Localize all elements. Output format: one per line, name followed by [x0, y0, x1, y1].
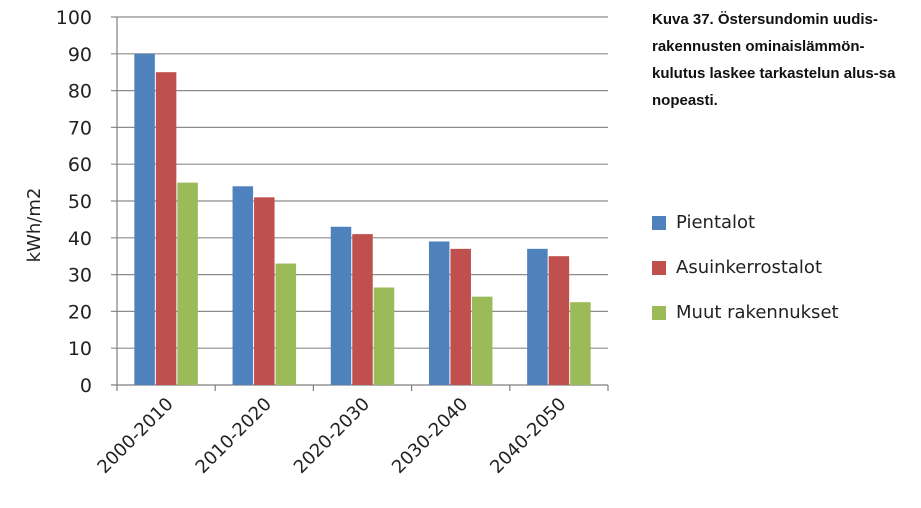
bar-muut-rakennukset [570, 302, 591, 385]
bar-pientalot [330, 226, 352, 385]
x-tick-label: 2020-2030 [290, 394, 374, 478]
bar-chart: 0 10 20 30 40 50 60 70 80 90 100 2000-2010 2010-202… [24, 7, 609, 478]
legend-item-pientalot: Pientalot [652, 200, 839, 245]
bar-asuinkerrostalot [450, 248, 471, 385]
legend-item-asuinkerrostalot: Asuinkerrostalot [652, 245, 839, 290]
y-tick-label: 30 [68, 265, 92, 287]
y-tick-label: 60 [68, 154, 92, 176]
legend-label: Muut rakennukset [676, 302, 839, 323]
legend-label: Pientalot [676, 212, 756, 233]
legend-swatch [652, 305, 666, 320]
y-tick-label: 80 [68, 81, 92, 103]
y-tick-label: 90 [68, 44, 92, 66]
bar-asuinkerrostalot [352, 234, 373, 385]
x-tick-labels: 2000-2010 2010-2020 2020-2030 2030-2040 2040… [93, 394, 570, 478]
legend-swatch [652, 260, 666, 275]
legend-item-muut-rakennukset: Muut rakennukset [652, 290, 839, 335]
x-tick-label: 2010-2020 [192, 394, 276, 478]
bar-muut-rakennukset [275, 263, 297, 385]
bar-muut-rakennukset [373, 287, 395, 385]
legend-swatch [652, 215, 666, 230]
figure-caption: Kuva 37. Östersundomin uudis-rakennusten… [652, 11, 896, 109]
bar-asuinkerrostalot [254, 197, 275, 385]
legend: Pientalot Asuinkerrostalot Muut rakennuk… [652, 200, 839, 335]
y-tick-labels: 0 10 20 30 40 50 60 70 80 90 100 [56, 7, 92, 397]
bars [134, 53, 591, 386]
y-tick-label: 50 [68, 191, 92, 213]
bar-pientalot [527, 248, 548, 385]
y-tick-label: 40 [68, 228, 92, 250]
bar-asuinkerrostalot [548, 256, 570, 385]
bar-pientalot [232, 186, 254, 385]
y-tick-label: 10 [68, 338, 92, 360]
bar-pientalot [428, 241, 450, 385]
x-tick-label: 2040-2050 [486, 394, 570, 478]
y-tick-label: 20 [68, 301, 92, 323]
bar-asuinkerrostalot [155, 72, 177, 385]
bar-pientalot [134, 53, 155, 386]
legend-label: Asuinkerrostalot [676, 257, 823, 278]
y-tick-label: 70 [68, 117, 92, 139]
x-tick-label: 2030-2040 [388, 394, 472, 478]
bar-muut-rakennukset [471, 296, 493, 385]
y-tick-label: 0 [80, 375, 92, 397]
y-tick-label: 100 [56, 7, 92, 29]
bar-muut-rakennukset [177, 182, 198, 385]
x-tick-label: 2000-2010 [93, 394, 177, 478]
y-axis-label: kWh/m2 [24, 188, 45, 263]
